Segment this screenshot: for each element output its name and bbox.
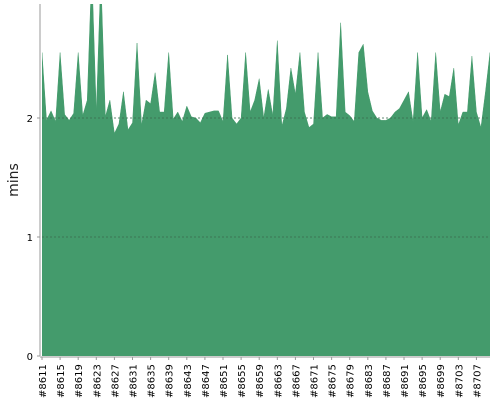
- x-tick-label-8691: #8691: [400, 364, 411, 398]
- area-layer: [42, 4, 490, 356]
- x-tick-label-8643: #8643: [183, 364, 194, 398]
- x-tick-label-8659: #8659: [255, 364, 266, 398]
- x-tick-label-8623: #8623: [92, 364, 103, 398]
- x-tick-label-8671: #8671: [310, 364, 321, 398]
- x-tick-label-8675: #8675: [328, 364, 339, 398]
- x-tick-label-8647: #8647: [201, 364, 212, 398]
- y-tick-label-2: 2: [27, 114, 33, 125]
- y-tick-label-0: 0: [27, 352, 33, 363]
- x-tick-labels: #8611 #8615 #8619 #8623 #8627 #8631 #8635 #8639…: [38, 357, 483, 398]
- x-tick-label-8639: #8639: [165, 364, 176, 398]
- area-series: [42, 4, 490, 356]
- x-tick-label-8651: #8651: [219, 364, 230, 398]
- y-tick-labels: 0 1 2: [27, 114, 40, 363]
- x-tick-label-8695: #8695: [418, 364, 429, 398]
- x-tick-label-8663: #8663: [273, 364, 284, 398]
- x-tick-label-8667: #8667: [291, 364, 302, 398]
- x-tick-label-8699: #8699: [436, 364, 447, 398]
- x-tick-label-8707: #8707: [472, 364, 483, 398]
- grid-layer: [42, 117, 490, 238]
- y-axis-title: mins: [6, 163, 22, 197]
- x-tick-label-8627: #8627: [110, 364, 121, 398]
- x-tick-label-8635: #8635: [147, 364, 158, 398]
- x-tick-label-8703: #8703: [454, 364, 465, 398]
- x-tick-label-8679: #8679: [346, 364, 357, 398]
- x-tick-label-8611: #8611: [38, 364, 49, 398]
- x-tick-label-8615: #8615: [56, 364, 67, 398]
- x-tick-label-8655: #8655: [237, 364, 248, 398]
- axis-layer: [39, 4, 490, 358]
- x-tick-label-8687: #8687: [382, 364, 393, 398]
- y-tick-label-1: 1: [27, 233, 33, 244]
- x-tick-label-8631: #8631: [129, 364, 140, 398]
- x-tick-label-8683: #8683: [364, 364, 375, 398]
- x-tick-label-8619: #8619: [74, 364, 85, 398]
